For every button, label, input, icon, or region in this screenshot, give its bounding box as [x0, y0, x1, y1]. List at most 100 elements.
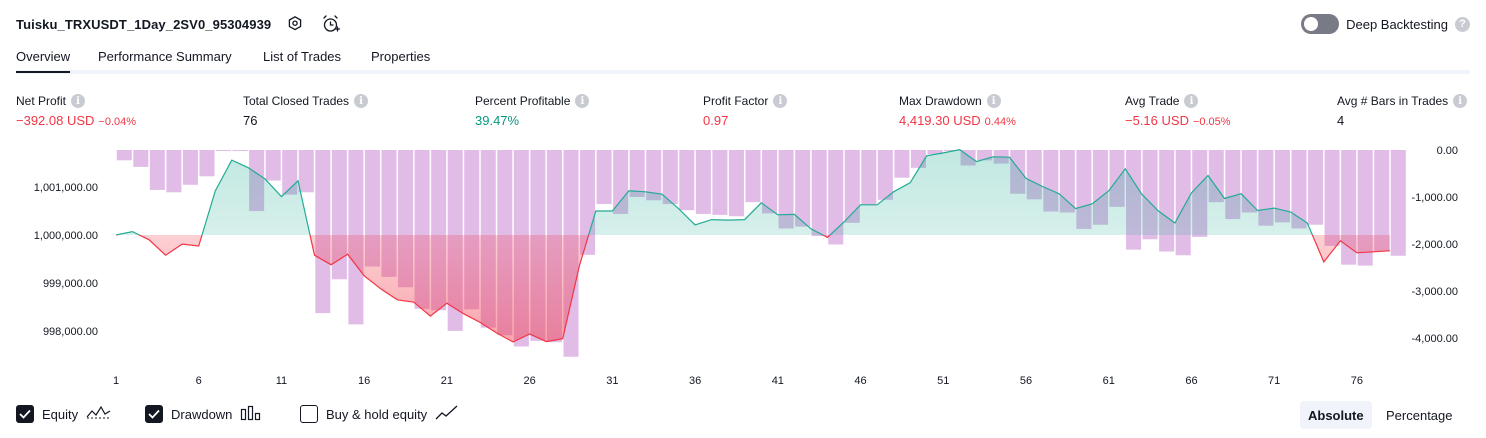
bar-chart-icon — [240, 405, 262, 424]
x-axis-tick: 21 — [441, 375, 453, 387]
drawdown-bar — [795, 150, 811, 227]
info-icon[interactable]: i — [1453, 94, 1468, 108]
x-axis-tick: 41 — [772, 375, 784, 387]
drawdown-label: Drawdown — [171, 406, 233, 422]
drawdown-bar — [894, 150, 910, 178]
equity-checkbox[interactable] — [16, 405, 34, 423]
info-icon[interactable]: i — [575, 94, 590, 108]
x-axis-tick: 76 — [1351, 375, 1363, 387]
drawdown-bar — [1308, 150, 1324, 225]
drawdown-bar — [977, 150, 993, 161]
metric-value: 76 — [243, 113, 258, 128]
x-axis-tick: 1 — [113, 375, 119, 387]
drawdown-bar — [298, 150, 314, 193]
drawdown-bar — [1258, 150, 1274, 226]
x-axis-tick: 36 — [689, 375, 701, 387]
trend-line-icon — [435, 405, 459, 424]
percentage-mode-button[interactable]: Percentage — [1386, 407, 1453, 423]
drawdown-bar — [1374, 150, 1390, 252]
right-axis-tick: -2,000.00 — [1412, 239, 1458, 251]
drawdown-bar — [695, 150, 711, 214]
equity-area-loss — [116, 235, 1390, 342]
metric-value: 4,419.30 USD — [899, 113, 981, 128]
drawdown-bar — [745, 150, 761, 203]
tab-list-of-trades[interactable]: List of Trades — [263, 49, 342, 64]
metric-net-profit: Net Profit i −392.08 USD −0.04% — [16, 93, 136, 128]
alarm-clock-plus-icon[interactable] — [319, 12, 343, 36]
drawdown-bar — [596, 150, 612, 205]
metric-label: Total Closed Trades — [243, 94, 350, 108]
right-axis: 0.00 -1,000.00 -2,000.00 -3,000.00 -4,000.00 — [1412, 145, 1458, 345]
info-icon[interactable]: i — [1184, 94, 1199, 108]
drawdown-bar — [133, 150, 149, 167]
drawdown-bar — [182, 150, 198, 185]
report-tabs: Overview Performance Summary List of Tra… — [16, 46, 1470, 74]
metric-value: −5.16 USD — [1125, 113, 1189, 128]
right-axis-tick: -4,000.00 — [1412, 333, 1458, 345]
x-axis-tick: 11 — [276, 375, 287, 387]
drawdown-bar — [265, 150, 281, 181]
gear-icon[interactable] — [283, 12, 307, 36]
drawdown-bar — [646, 150, 662, 201]
drawdown-bar — [1324, 150, 1340, 246]
drawdown-bar — [199, 150, 215, 177]
tab-properties[interactable]: Properties — [371, 49, 431, 64]
metric-max-drawdown: Max Drawdown i 4,419.30 USD 0.44% — [899, 93, 1016, 128]
drawdown-bar — [216, 150, 232, 151]
drawdown-checkbox[interactable] — [145, 405, 163, 423]
drawdown-bar — [1274, 150, 1290, 223]
drawdown-bar — [662, 150, 678, 205]
metric-value: 0.97 — [703, 113, 729, 128]
equity-line-icon — [86, 405, 112, 424]
legend-drawdown[interactable]: Drawdown — [145, 402, 262, 426]
info-icon[interactable]: i — [773, 94, 788, 108]
metric-value: 4 — [1337, 113, 1345, 128]
drawdown-bar — [1059, 150, 1075, 213]
metric-percent: −0.04% — [98, 116, 137, 128]
left-axis-tick: 1,001,000.00 — [34, 182, 98, 194]
metric-avg-bars-in-trades: Avg # Bars in Trades i 4 — [1337, 93, 1468, 128]
left-axis-tick: 998,000.00 — [43, 326, 98, 338]
drawdown-bar — [712, 150, 728, 215]
tab-performance-summary[interactable]: Performance Summary — [98, 49, 232, 64]
metric-total-closed-trades: Total Closed Trades i 76 — [243, 93, 369, 128]
drawdown-bar — [844, 150, 860, 223]
deep-backtesting-label: Deep Backtesting — [1346, 16, 1448, 32]
strategy-title: Tuisku_TRXUSDT_1Day_2SV0_95304939 — [16, 16, 272, 32]
x-axis-tick: 51 — [937, 375, 949, 387]
metric-label: Avg Trade — [1125, 94, 1180, 108]
metric-percent: 0.44% — [984, 116, 1016, 128]
report-header: Tuisku_TRXUSDT_1Day_2SV0_95304939 — [16, 12, 343, 36]
drawdown-bar — [1291, 150, 1307, 229]
absolute-mode-button[interactable]: Absolute — [1300, 401, 1372, 429]
x-axis: 1 6 11 16 21 26 31 36 41 46 51 56 61 66 71 76 — [113, 375, 1363, 387]
x-axis-tick: 26 — [524, 375, 536, 387]
info-icon[interactable]: i — [986, 94, 1001, 108]
metric-label: Max Drawdown — [899, 94, 982, 108]
deep-backtesting-toggle[interactable] — [1301, 14, 1340, 34]
info-icon[interactable]: i — [354, 94, 369, 108]
drawdown-bar — [629, 150, 645, 197]
legend-equity[interactable]: Equity — [16, 402, 112, 426]
drawdown-bar — [811, 150, 827, 237]
tab-overview[interactable]: Overview — [16, 49, 71, 73]
equity-drawdown-chart: 1,001,000.00 1,000,000.00 999,000.00 998,00… — [34, 145, 1458, 387]
help-icon[interactable]: ? — [1455, 16, 1470, 32]
x-axis-tick: 16 — [358, 375, 370, 387]
drawdown-bar — [166, 150, 182, 193]
drawdown-bar — [944, 150, 960, 151]
info-icon[interactable]: i — [71, 94, 86, 108]
drawdown-bar — [1390, 150, 1406, 256]
buy-hold-label: Buy & hold equity — [326, 406, 428, 422]
drawdown-bar — [877, 150, 893, 200]
right-axis-tick: 0.00 — [1437, 145, 1458, 157]
buy-hold-checkbox[interactable] — [300, 405, 318, 423]
left-axis-tick: 999,000.00 — [43, 278, 98, 290]
drawdown-bar — [679, 150, 695, 211]
legend-buy-hold[interactable]: Buy & hold equity — [300, 402, 459, 426]
x-axis-tick: 46 — [854, 375, 866, 387]
metric-value: −392.08 USD — [16, 113, 95, 128]
x-axis-tick: 31 — [606, 375, 618, 387]
metric-avg-trade: Avg Trade i −5.16 USD −0.05% — [1125, 93, 1231, 128]
drawdown-bar — [282, 150, 298, 195]
